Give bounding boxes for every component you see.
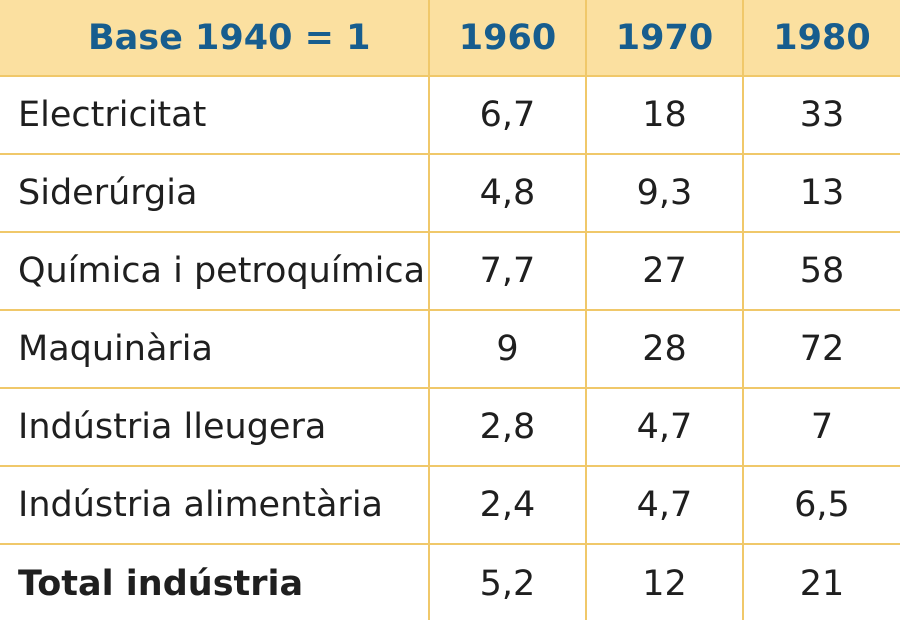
total-cell-1980: 21 — [799, 563, 845, 604]
table-row: Maquinària 9 28 72 — [0, 310, 900, 389]
total-cell-1970: 12 — [586, 544, 744, 620]
table-row: Química i petroquímica 7,7 27 58 — [0, 232, 900, 311]
table-row: Indústria alimentària 2,4 4,7 6,5 — [0, 466, 900, 545]
total-label: Total indústria — [0, 544, 430, 620]
cell-1960: 9 — [429, 310, 587, 389]
row-label: Química i petroquímica — [0, 232, 430, 311]
table-row: Indústria lleugera 2,8 4,7 7 — [0, 388, 900, 467]
cell-1960: 7,7 — [429, 232, 587, 311]
cell-1970: 4,7 — [586, 466, 744, 545]
cell-1970: 9,3 — [586, 154, 744, 233]
table-row: Electricitat 6,7 18 33 — [0, 76, 900, 155]
cell-1970: 28 — [586, 310, 744, 389]
total-row: Total indústria 5,2 12 21 — [0, 544, 900, 620]
row-label: Electricitat — [0, 76, 430, 155]
header-year-1980: 1980 — [743, 0, 900, 77]
header-year-1960: 1960 — [429, 0, 587, 77]
cell-1970: 4,7 — [586, 388, 744, 467]
cell-1980: 58 — [743, 232, 900, 311]
row-label: Indústria lleugera — [0, 388, 430, 467]
row-label: Siderúrgia — [0, 154, 430, 233]
row-label: Maquinària — [0, 310, 430, 389]
cell-1960: 2,4 — [429, 466, 587, 545]
cell-1970: 18 — [586, 76, 744, 155]
row-label: Indústria alimentària — [0, 466, 430, 545]
cell-1980: 72 — [743, 310, 900, 389]
table-row: Siderúrgia 4,8 9,3 13 — [0, 154, 900, 233]
cell-1970: 27 — [586, 232, 744, 311]
cell-1980: 33 — [743, 76, 900, 155]
cell-1980: 7 — [743, 388, 900, 467]
header-year-1970: 1970 — [586, 0, 744, 77]
cell-1960: 2,8 — [429, 388, 587, 467]
cell-1980: 13 — [743, 154, 900, 233]
cell-1980: 6,5 — [743, 466, 900, 545]
header-row: Base 1940 = 1 1960 1970 1980 — [0, 0, 900, 77]
header-base-label: Base 1940 = 1 — [0, 0, 430, 77]
total-cell-1960: 5,2 — [429, 544, 587, 620]
cell-1960: 6,7 — [429, 76, 587, 155]
cell-1960: 4,8 — [429, 154, 587, 233]
